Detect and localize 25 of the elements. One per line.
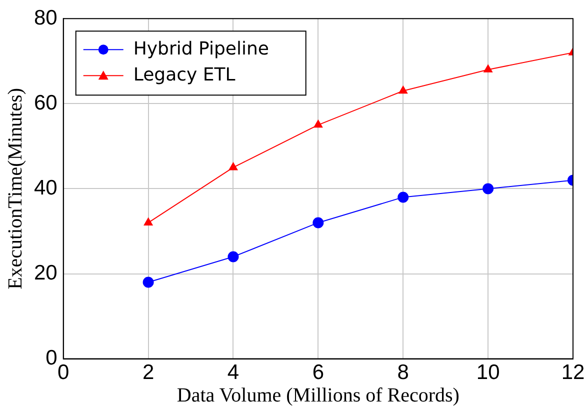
point	[228, 162, 238, 170]
y-tick-label: 40	[34, 176, 58, 200]
point	[484, 64, 492, 72]
point	[228, 251, 239, 262]
point	[398, 86, 408, 94]
point	[142, 276, 154, 288]
y-tick-label: 60	[34, 91, 58, 114]
x-tick-label: 6	[312, 361, 324, 384]
point	[144, 218, 153, 226]
x-tick-label: 8	[397, 361, 409, 384]
point	[482, 183, 494, 194]
y-axis-title: ExecutionTime(Minutes)	[4, 88, 26, 290]
legend-label: Legacy ETL	[133, 64, 236, 86]
x-tick-label: 4	[227, 361, 240, 384]
x-axis-title: Data Volume (Millions of Records)	[176, 384, 460, 406]
point	[398, 192, 409, 203]
point	[314, 120, 323, 128]
y-tick-label: 20	[34, 262, 58, 285]
legend-label: Hybrid Pipeline	[133, 38, 269, 60]
y-tick-label: 0	[46, 346, 58, 370]
y-tick-label: 80	[34, 6, 58, 30]
x-tick-label: 12	[561, 361, 585, 384]
x-tick-label: 2	[142, 361, 154, 384]
x-tick-label: 10	[476, 361, 500, 384]
point	[312, 217, 324, 228]
